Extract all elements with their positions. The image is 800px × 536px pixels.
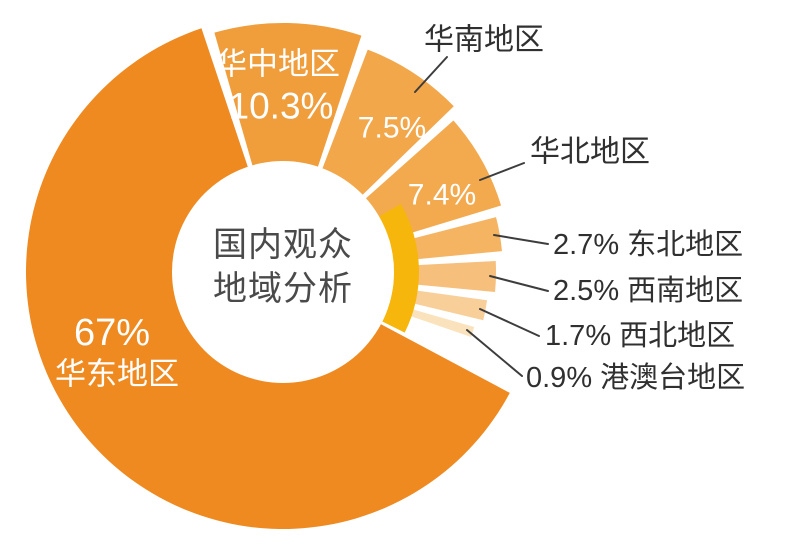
outside-label: 2.7% 东北地区	[553, 228, 743, 261]
chart-center-title-line2: 地域分析	[213, 269, 353, 308]
leader-line	[479, 162, 525, 181]
inner-highlight-ring	[379, 204, 420, 333]
leader-line	[466, 329, 523, 377]
slice-label: 10.3%	[229, 86, 334, 127]
outside-label: 华南地区	[424, 24, 544, 57]
slice-label: 67%	[74, 312, 150, 354]
slice-label: 华东地区	[55, 357, 179, 392]
chart-center-title: 国内观众 地域分析	[173, 224, 393, 311]
donut-center	[172, 161, 394, 383]
slice-label: 华中地区	[216, 47, 340, 82]
outside-label: 1.7% 西北地区	[545, 319, 735, 352]
slice-label: 7.5%	[358, 112, 426, 145]
leader-line	[414, 56, 448, 93]
chart-center-title-line1: 国内观众	[213, 226, 353, 264]
pie-slice	[214, 22, 362, 272]
slice-label: 7.4%	[408, 179, 476, 212]
outside-label: 2.5% 西南地区	[553, 274, 743, 307]
leader-line	[489, 275, 549, 292]
leader-line	[479, 308, 540, 337]
outside-label: 华北地区	[530, 136, 650, 169]
outside-label: 0.9% 港澳台地区	[526, 361, 745, 394]
leader-line	[493, 234, 549, 245]
